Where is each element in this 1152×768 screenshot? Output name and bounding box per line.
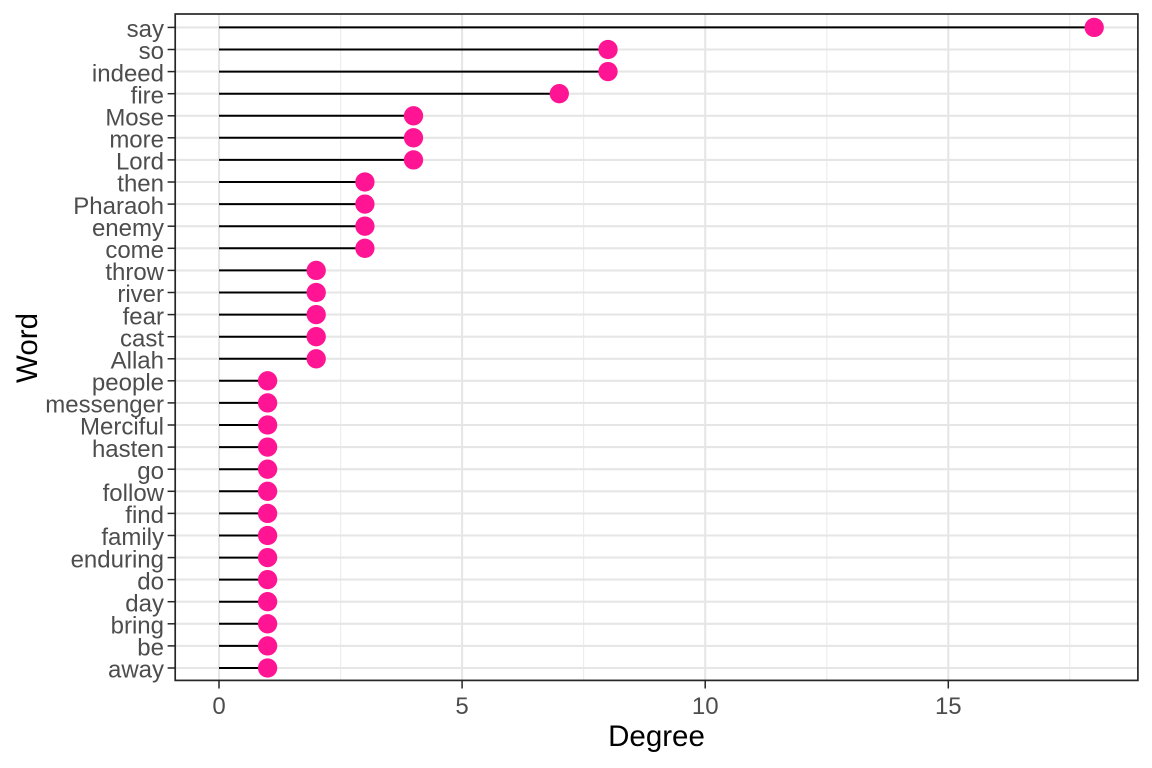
svg-text:Degree: Degree [608,720,705,753]
svg-text:0: 0 [212,693,225,720]
svg-text:come: come [105,237,164,264]
svg-text:say: say [127,16,164,43]
svg-text:be: be [137,635,164,662]
svg-text:more: more [109,127,164,154]
svg-text:cast: cast [120,325,164,352]
svg-text:find: find [125,502,164,529]
svg-text:family: family [101,524,164,551]
svg-text:river: river [117,281,164,308]
svg-text:5: 5 [455,693,468,720]
svg-text:hasten: hasten [92,436,164,463]
svg-text:Merciful: Merciful [80,414,164,441]
svg-text:messenger: messenger [45,392,164,419]
svg-text:Lord: Lord [116,149,164,176]
svg-text:enduring: enduring [71,546,164,573]
svg-text:Allah: Allah [111,347,164,374]
svg-text:Word: Word [11,313,44,383]
svg-text:then: then [117,171,164,198]
svg-text:10: 10 [692,693,719,720]
svg-text:do: do [137,568,164,595]
svg-text:enemy: enemy [92,215,164,242]
svg-text:fear: fear [123,303,164,330]
svg-text:follow: follow [103,480,165,507]
svg-text:day: day [125,590,164,617]
svg-text:throw: throw [105,259,164,286]
svg-text:go: go [137,458,164,485]
svg-text:Pharaoh: Pharaoh [73,193,164,220]
svg-text:so: so [139,38,164,65]
svg-text:15: 15 [935,693,962,720]
svg-text:people: people [92,370,164,397]
svg-text:Mose: Mose [105,105,164,132]
svg-text:bring: bring [111,613,164,640]
svg-text:fire: fire [131,82,164,109]
svg-text:away: away [108,657,164,684]
svg-text:indeed: indeed [92,60,164,87]
